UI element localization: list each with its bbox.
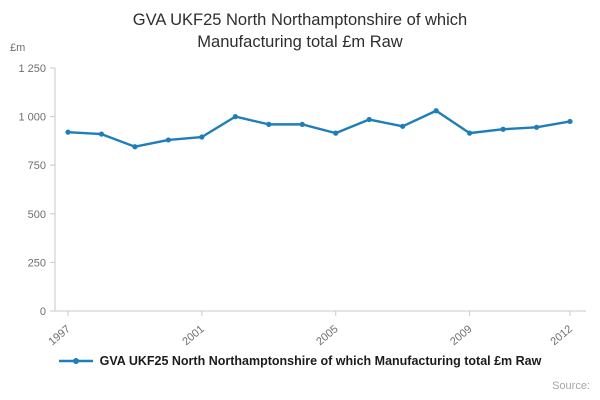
data-point-marker xyxy=(65,129,71,135)
data-point-marker xyxy=(433,108,439,114)
y-tick-label: 500 xyxy=(28,209,46,221)
data-point-marker xyxy=(98,131,105,137)
y-tick-label: 750 xyxy=(28,160,46,172)
legend-line-icon xyxy=(58,358,93,364)
data-point-marker xyxy=(567,118,573,125)
legend-item[interactable]: GVA UKF25 North Northamptonshire of whic… xyxy=(0,354,600,368)
x-tick-label: 1997 xyxy=(46,323,72,348)
data-point-marker xyxy=(299,121,305,127)
data-point-marker xyxy=(366,116,372,123)
y-tick-label: 0 xyxy=(40,306,46,318)
legend-label: GVA UKF25 North Northamptonshire of whic… xyxy=(99,354,542,368)
data-point-marker xyxy=(199,134,205,140)
y-axis-unit-label: £m xyxy=(10,42,26,54)
data-point-marker xyxy=(232,114,238,120)
source-label: Source: xyxy=(552,380,590,392)
series-line xyxy=(66,109,572,148)
y-tick-label: 250 xyxy=(28,257,46,269)
x-tick-label: 2012 xyxy=(548,323,574,348)
data-point-marker xyxy=(266,121,272,127)
legend-marker xyxy=(72,358,79,364)
y-tick-label: 1 000 xyxy=(18,112,46,124)
y-tick-label: 1 250 xyxy=(18,63,46,75)
x-tick-label: 2009 xyxy=(448,323,474,348)
data-point-marker xyxy=(467,130,473,136)
x-tick-label: 2005 xyxy=(314,323,340,348)
data-point-marker xyxy=(132,144,138,150)
data-point-marker xyxy=(533,124,540,130)
chart-title: GVA UKF25 North Northamptonshire of whic… xyxy=(132,11,468,51)
data-point-marker xyxy=(500,126,506,132)
x-tick-label: 2001 xyxy=(180,323,206,348)
line-chart-plot: 0 250 500 750 1 000 1 250 1997 2001 2005 2009 2012 xyxy=(18,63,586,348)
data-point-marker xyxy=(400,123,406,129)
data-point-marker xyxy=(165,137,171,143)
data-point-marker xyxy=(333,130,339,136)
